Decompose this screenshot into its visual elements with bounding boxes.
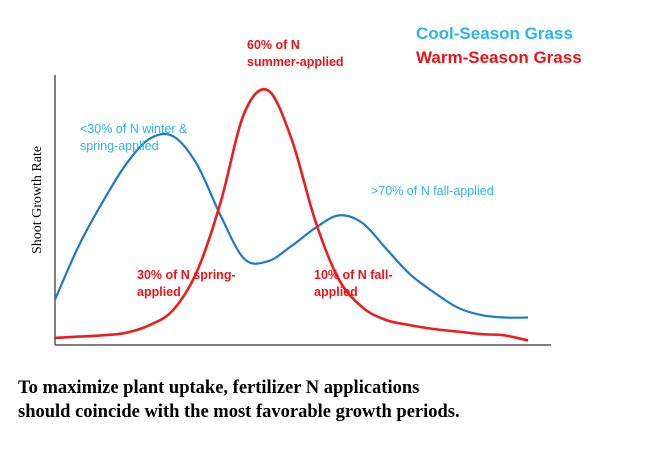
annotation-winter-spring: <30% of N winter & spring-applied bbox=[80, 122, 188, 153]
annotation-spring-warm: 30% of N spring- applied bbox=[137, 268, 236, 299]
annotation-line: 30% of N spring- bbox=[137, 268, 236, 282]
annotation-summer: 60% of N summer-applied bbox=[247, 38, 344, 69]
annotation-line: applied bbox=[314, 285, 358, 299]
y-axis-label: Shoot Growth Rate bbox=[30, 146, 45, 254]
annotation-fall-warm: 10% of N fall- applied bbox=[314, 268, 393, 299]
annotation-line: <30% of N winter & bbox=[80, 122, 188, 136]
annotation-line: spring-applied bbox=[80, 139, 159, 153]
annotation-line: applied bbox=[137, 285, 181, 299]
warm-season-line bbox=[54, 88, 529, 342]
annotation-line: 60% of N bbox=[247, 38, 300, 52]
annotation-line: >70% of N fall-applied bbox=[371, 184, 494, 198]
caption: To maximize plant uptake, fertilizer N a… bbox=[18, 376, 658, 424]
annotation-line: 10% of N fall- bbox=[314, 268, 393, 282]
caption-line-2: should coincide with the most favorable … bbox=[18, 402, 460, 422]
annotation-fall-cool: >70% of N fall-applied bbox=[371, 184, 494, 198]
cool-season-line bbox=[53, 132, 529, 319]
legend-warm-season: Warm-Season Grass bbox=[416, 48, 582, 67]
caption-line-1: To maximize plant uptake, fertilizer N a… bbox=[18, 378, 420, 398]
growth-chart: Shoot Growth Rate Cool-Season Grass Warm… bbox=[30, 24, 582, 346]
legend-cool-season: Cool-Season Grass bbox=[416, 24, 573, 43]
annotation-line: summer-applied bbox=[247, 55, 344, 69]
